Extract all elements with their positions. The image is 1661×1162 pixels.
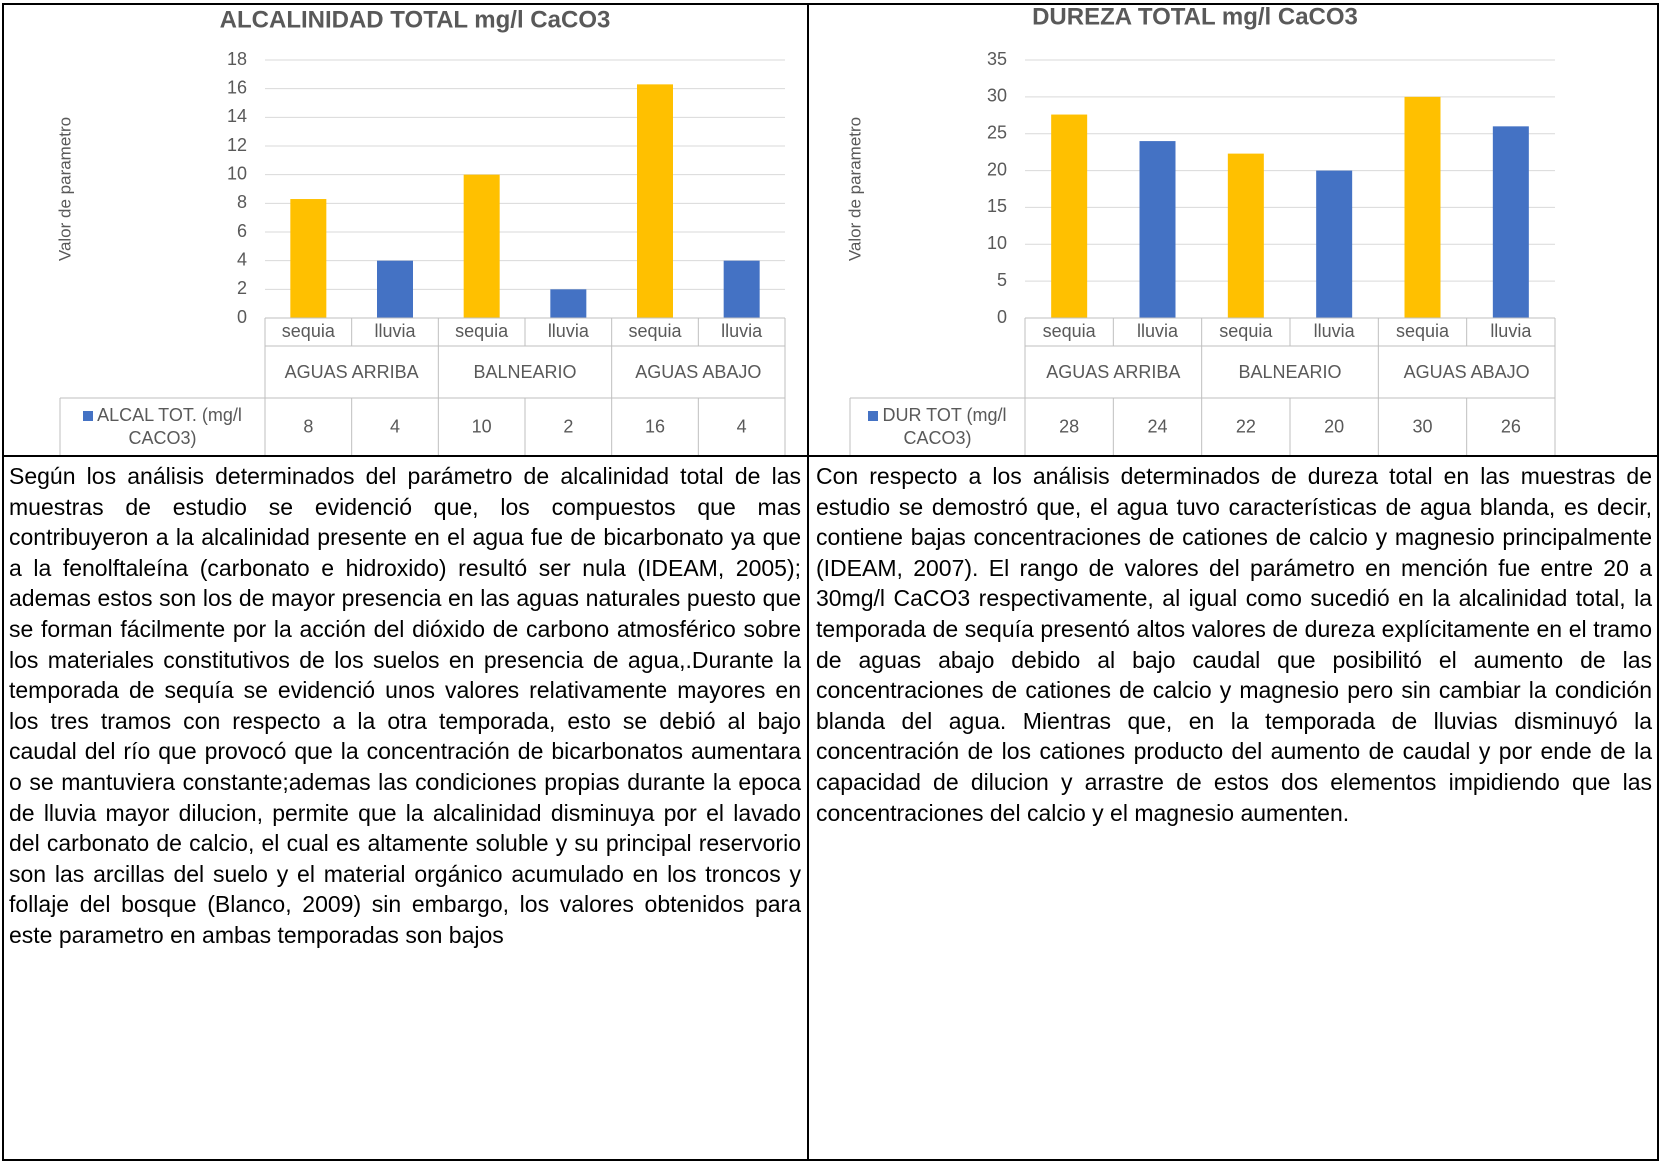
y-axis-label: Valor de parametro <box>845 117 864 261</box>
group-label-text: AGUAS ARRIBA <box>284 361 419 382</box>
data-table-value: 10 <box>472 416 492 436</box>
x-tick-label: lluvia <box>374 321 416 341</box>
x-tick-label: sequia <box>455 321 509 341</box>
y-tick-label: 6 <box>237 221 247 241</box>
y-tick-label: 4 <box>237 249 247 269</box>
data-table-value: 26 <box>1501 416 1521 436</box>
data-table-value: 2 <box>563 416 573 436</box>
paragraph: Según los análisis determinados del pará… <box>9 463 801 948</box>
bar <box>1404 96 1441 318</box>
group-label: AGUAS ARRIBA <box>1025 346 1202 398</box>
x-tick-label: lluvia <box>1490 321 1532 341</box>
legend-marker <box>868 410 879 421</box>
y-tick-label: 2 <box>237 278 247 298</box>
group-label-box: BALNEARIO <box>438 346 611 398</box>
group-label-text: AGUAS ABAJO <box>635 361 762 382</box>
x-tick-label: lluvia <box>721 321 763 341</box>
data-table-value: 24 <box>1147 416 1167 436</box>
group-label-box: AGUAS ARRIBA <box>1025 346 1202 398</box>
legend-entry-box: ALCAL TOT. (mg/l CACO3) <box>60 398 265 455</box>
group-label: BALNEARIO <box>1202 346 1379 398</box>
data-table-value: 28 <box>1059 416 1079 436</box>
bar <box>637 84 673 318</box>
y-tick-label: 25 <box>987 122 1007 142</box>
group-label-text: BALNEARIO <box>473 361 577 382</box>
x-tick-label: lluvia <box>1314 321 1356 341</box>
group-label: AGUAS ABAJO <box>1378 346 1555 398</box>
y-tick-label: 10 <box>987 233 1007 253</box>
y-tick-label: 18 <box>227 49 247 69</box>
bar <box>290 199 327 318</box>
group-label: BALNEARIO <box>438 346 611 398</box>
y-tick-label: 20 <box>987 159 1007 179</box>
bar <box>463 174 500 318</box>
group-label: AGUAS ARRIBA <box>265 346 438 398</box>
y-tick-label: 0 <box>997 307 1007 327</box>
bar <box>1316 170 1353 318</box>
x-tick-label: sequia <box>1396 321 1450 341</box>
chart-title: ALCALINIDAD TOTAL mg/l CaCO3 <box>220 6 611 33</box>
data-table-value: 4 <box>737 416 747 436</box>
y-tick-label: 5 <box>997 270 1007 290</box>
legend-entry: DUR TOT (mg/l CACO3) <box>850 398 1025 455</box>
y-tick-label: 35 <box>987 49 1007 69</box>
x-tick-label: sequia <box>282 321 336 341</box>
y-axis-label: Valor de parametro <box>55 117 74 261</box>
y-tick-label: 14 <box>227 106 247 126</box>
data-table-value: 30 <box>1412 416 1432 436</box>
bar <box>377 260 413 318</box>
y-tick-label: 16 <box>227 77 247 97</box>
group-label-text: AGUAS ARRIBA <box>1046 361 1181 382</box>
x-tick-label: sequia <box>628 321 682 341</box>
group-label-box: BALNEARIO <box>1202 346 1379 398</box>
bar <box>1051 114 1088 318</box>
y-tick-label: 8 <box>237 192 247 212</box>
group-label-text: AGUAS ABAJO <box>1403 361 1530 382</box>
bar <box>1139 141 1176 318</box>
data-table-value: 8 <box>303 416 313 436</box>
bar <box>1492 126 1529 318</box>
legend-entry-text: DUR TOT (mg/l CACO3) <box>850 404 1025 450</box>
y-tick-label: 10 <box>227 163 247 183</box>
group-label-box: AGUAS ABAJO <box>1378 346 1555 398</box>
group-label: AGUAS ABAJO <box>612 346 785 398</box>
outer-border <box>2 3 1659 1161</box>
data-table-value: 22 <box>1236 416 1256 436</box>
y-tick-label: 0 <box>237 307 247 327</box>
x-tick-label: sequia <box>1043 321 1097 341</box>
bar <box>723 260 760 318</box>
legend-entry: ALCAL TOT. (mg/l CACO3) <box>60 398 265 455</box>
bar <box>550 289 587 318</box>
data-table-value: 20 <box>1324 416 1344 436</box>
legend-entry-text: ALCAL TOT. (mg/l CACO3) <box>60 404 265 450</box>
data-table-value: 16 <box>645 416 665 436</box>
y-tick-label: 15 <box>987 196 1007 216</box>
y-tick-label: 12 <box>227 135 247 155</box>
chart-title: DUREZA TOTAL mg/l CaCO3 <box>1032 3 1358 30</box>
x-tick-label: sequia <box>1219 321 1273 341</box>
x-tick-label: lluvia <box>1137 321 1179 341</box>
group-label-text: BALNEARIO <box>1238 361 1342 382</box>
legend-marker <box>83 410 94 421</box>
bar <box>1227 153 1264 318</box>
y-tick-label: 30 <box>987 86 1007 106</box>
x-tick-label: lluvia <box>548 321 590 341</box>
group-label-box: AGUAS ARRIBA <box>265 346 438 398</box>
paragraph: Con respecto a los análisis determinados… <box>816 463 1652 826</box>
data-table-value: 4 <box>390 416 400 436</box>
group-label-box: AGUAS ABAJO <box>612 346 785 398</box>
legend-entry-box: DUR TOT (mg/l CACO3) <box>850 398 1025 455</box>
